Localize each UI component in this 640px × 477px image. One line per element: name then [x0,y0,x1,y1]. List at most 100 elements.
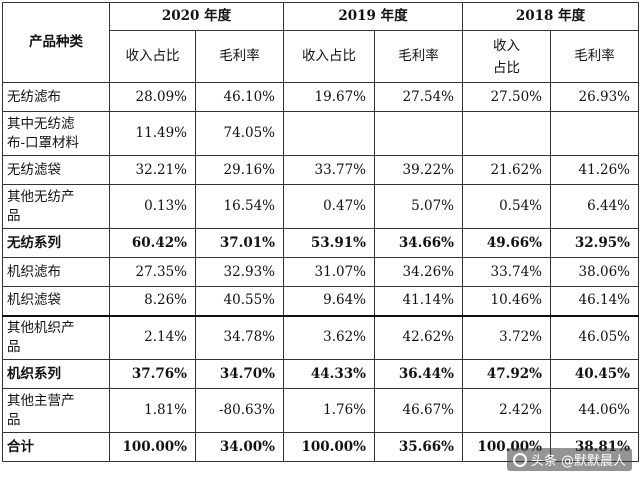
gross-margin-cell: 38.06% [550,257,639,287]
gross-margin-header: 毛利率 [374,30,463,83]
gross-margin-cell: 34.66% [374,228,463,258]
gross-margin-cell: 26.93% [550,82,639,112]
gross-margin-cell: 44.06% [550,388,639,433]
row-label: 无纺滤袋 [2,155,110,185]
revenue-share-cell: 2.42% [462,388,551,433]
gross-margin-cell: 46.10% [195,82,284,112]
gross-margin-cell: 32.95% [550,228,639,258]
gross-margin-cell: -80.63% [195,388,284,433]
row-label: 合计 [2,432,110,462]
revenue-share-cell: 27.35% [109,257,196,287]
revenue-share-cell: 1.76% [283,388,375,433]
table-row: 无纺系列 60.42% 37.01% 53.91% 34.66% 49.66% 32.95% [2,228,639,258]
table-row: 其他无纺产 品 0.13% 16.54% 0.47% 5.07% 0.54% 6.44% [2,184,639,229]
table-row: 无纺滤布 28.09% 46.10% 19.67% 27.54% 27.50% 26.93% [2,82,639,112]
year-2020-header: 2020 年度 [109,2,284,31]
gross-margin-cell: 29.16% [195,155,284,185]
gross-margin-cell: 41.26% [550,155,639,185]
row-label: 其他无纺产 品 [2,184,110,229]
revenue-share-cell: 2.14% [109,314,196,360]
row-label: 机织滤袋 [2,286,110,316]
revenue-share-cell: 32.21% [109,155,196,185]
row-label: 机织系列 [2,359,110,389]
table-row: 无纺滤袋 32.21% 29.16% 33.77% 39.22% 21.62% 41.26% [2,155,639,185]
gross-margin-cell: 46.05% [550,314,639,360]
revenue-share-cell: 1.81% [109,388,196,433]
gross-margin-cell: 27.54% [374,82,463,112]
gross-margin-header: 毛利率 [195,30,284,83]
gross-margin-cell [374,111,463,156]
gross-margin-header: 毛利率 [550,30,639,83]
gross-margin-cell: 34.26% [374,257,463,287]
revenue-share-cell [283,111,375,156]
revenue-share-cell: 0.13% [109,184,196,229]
table-row: 其他主营产 品 1.81% -80.63% 1.76% 46.67% 2.42% 44.06… [2,388,639,433]
revenue-share-cell: 0.54% [462,184,551,229]
row-label: 其他主营产 品 [2,388,110,433]
revenue-share-cell: 8.26% [109,286,196,316]
gross-margin-cell: 32.93% [195,257,284,287]
revenue-share-cell: 60.42% [109,228,196,258]
watermark: 头条 @默默晨人 [506,448,632,471]
revenue-share-cell: 0.47% [283,184,375,229]
row-label: 其中无纺滤 布-口罩材料 [2,111,110,156]
revenue-share-cell: 27.50% [462,82,551,112]
revenue-share-header: 收入 占比 [462,30,551,83]
header-row-years: 产品种类 2020 年度 2019 年度 2018 年度 [2,2,639,83]
gross-margin-cell: 42.62% [374,314,463,360]
gross-margin-cell: 46.14% [550,286,639,316]
row-label: 其他机织产 品 [2,314,110,360]
gross-margin-cell: 36.44% [374,359,463,389]
row-label: 无纺滤布 [2,82,110,112]
revenue-share-cell: 28.09% [109,82,196,112]
revenue-share-cell: 33.74% [462,257,551,287]
revenue-share-cell: 3.62% [283,314,375,360]
year-2019-header: 2019 年度 [283,2,463,31]
revenue-share-cell: 11.49% [109,111,196,156]
revenue-share-cell: 21.62% [462,155,551,185]
gross-margin-cell: 74.05% [195,111,284,156]
gross-margin-cell: 41.14% [374,286,463,316]
gross-margin-cell: 5.07% [374,184,463,229]
gross-margin-cell: 34.00% [195,432,284,462]
revenue-share-cell: 10.46% [462,286,551,316]
gross-margin-cell: 40.45% [550,359,639,389]
gross-margin-cell [550,111,639,156]
table-row: 其他机织产 品 2.14% 34.78% 3.62% 42.62% 3.72% 46.05% [2,314,639,360]
gross-margin-cell: 37.01% [195,228,284,258]
table-row: 其中无纺滤 布-口罩材料 11.49% 74.05% [2,111,639,156]
toutiao-logo-icon [512,452,527,467]
revenue-share-cell: 19.67% [283,82,375,112]
revenue-share-cell: 37.76% [109,359,196,389]
revenue-share-cell [462,111,551,156]
revenue-share-cell: 44.33% [283,359,375,389]
table-row: 机织滤布 27.35% 32.93% 31.07% 34.26% 33.74% 38.06% [2,257,639,287]
gross-margin-cell: 40.55% [195,286,284,316]
row-label: 机织滤布 [2,257,110,287]
gross-margin-cell: 34.70% [195,359,284,389]
gross-margin-cell: 6.44% [550,184,639,229]
row-label: 无纺系列 [2,228,110,258]
revenue-share-cell: 100.00% [109,432,196,462]
revenue-share-cell: 47.92% [462,359,551,389]
revenue-share-cell: 49.66% [462,228,551,258]
gross-margin-cell: 46.67% [374,388,463,433]
revenue-share-header: 收入占比 [283,30,375,83]
year-2018-header: 2018 年度 [462,2,639,31]
table-row: 机织滤袋 8.26% 40.55% 9.64% 41.14% 10.46% 46.14% [2,286,639,316]
revenue-share-cell: 9.64% [283,286,375,316]
revenue-share-cell: 53.91% [283,228,375,258]
header-row-metrics: 收入占比 毛利率 收入占比 毛利率 收入 占比 毛利率 [3,30,639,83]
watermark-text: 头条 @默默晨人 [530,454,626,469]
table-row: 机织系列 37.76% 34.70% 44.33% 36.44% 47.92% 40.45% [2,359,639,389]
revenue-share-header: 收入占比 [109,30,196,83]
gross-margin-cell: 16.54% [195,184,284,229]
revenue-share-cell: 31.07% [283,257,375,287]
gross-margin-cell: 35.66% [374,432,463,462]
financial-table: 产品种类 2020 年度 2019 年度 2018 年度 收入占比 毛利率 收入… [2,2,639,462]
revenue-share-cell: 3.72% [462,314,551,360]
gross-margin-cell: 34.78% [195,314,284,360]
revenue-share-cell: 33.77% [283,155,375,185]
category-header: 产品种类 [2,2,110,83]
revenue-share-cell: 100.00% [283,432,375,462]
